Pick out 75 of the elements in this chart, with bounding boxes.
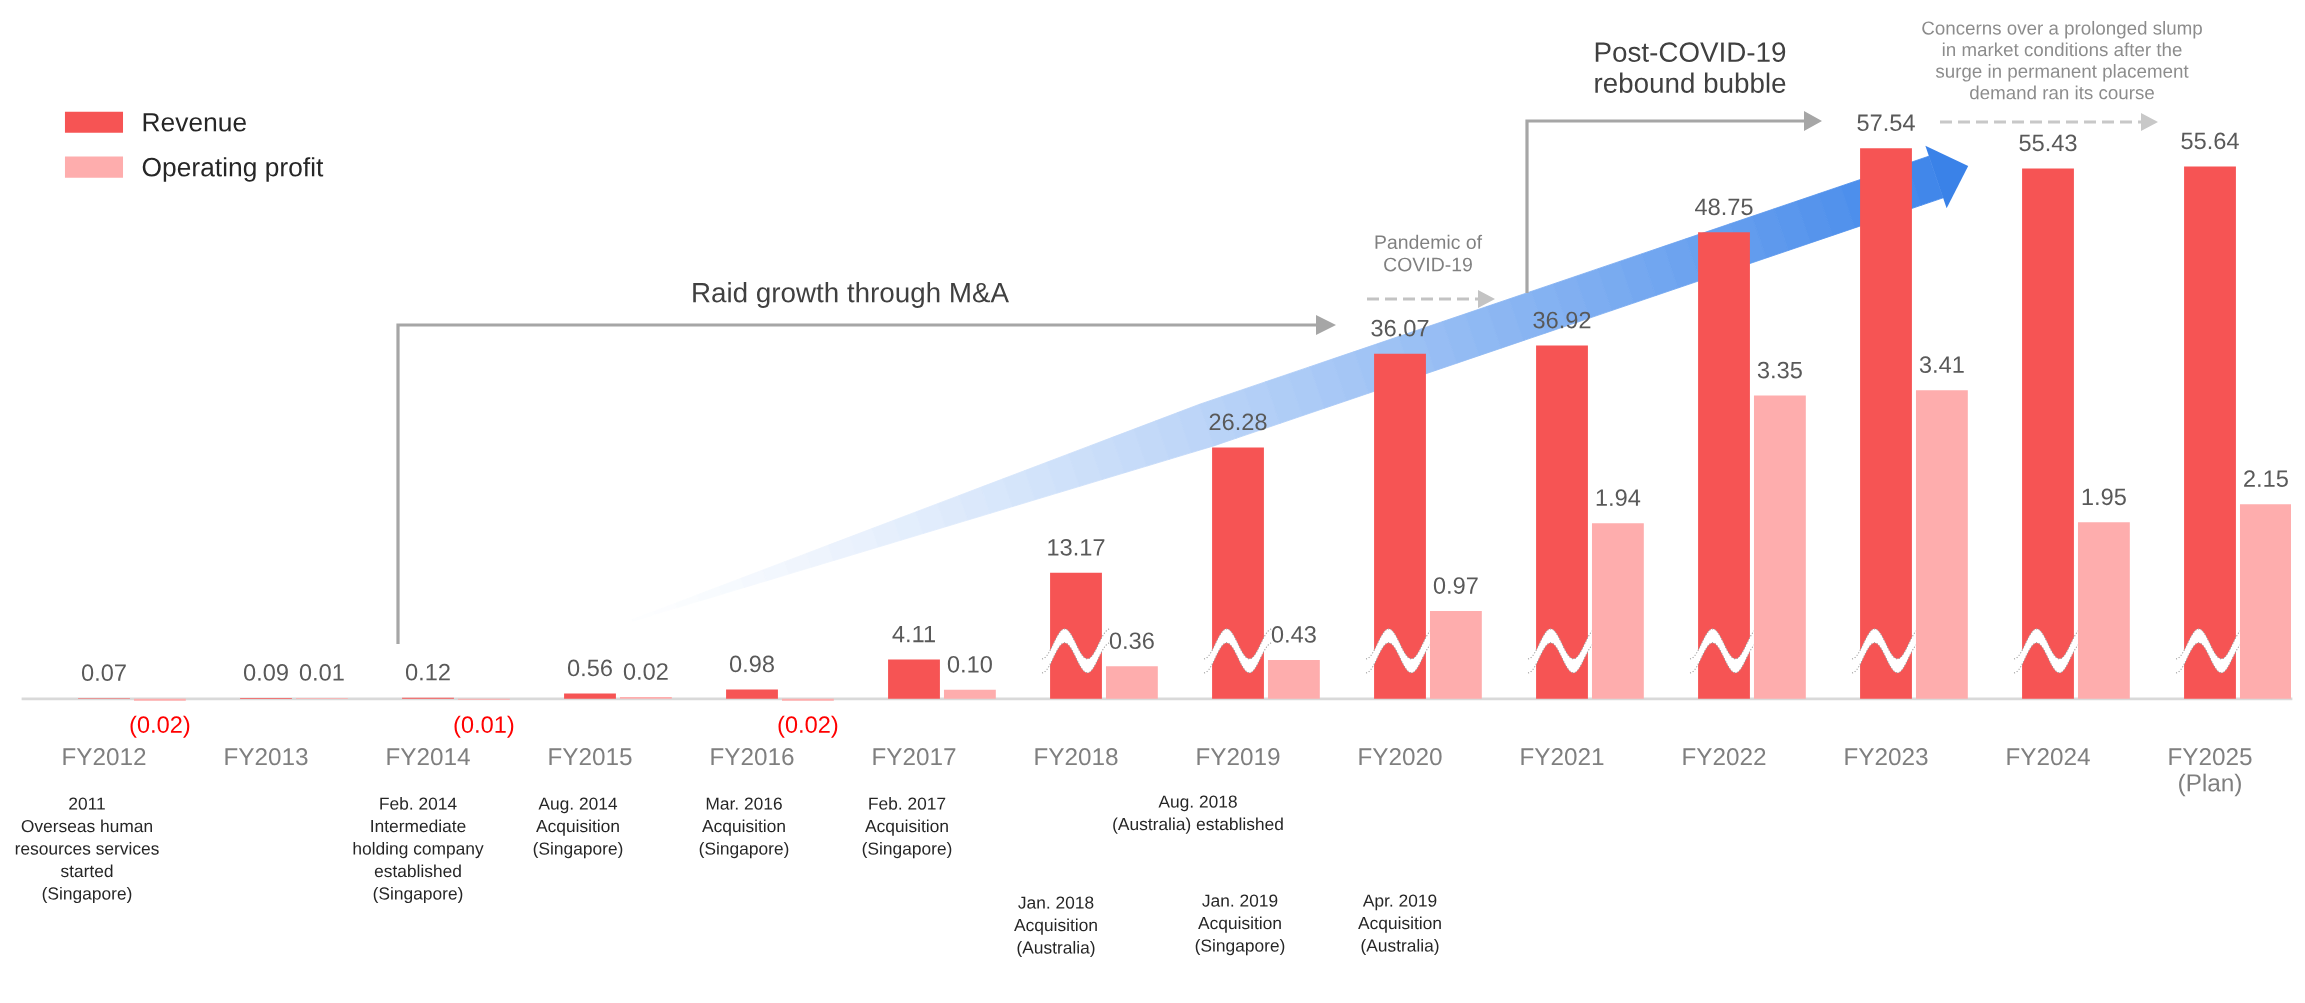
bar xyxy=(1753,395,1806,699)
data-label: 36.92 xyxy=(1533,311,1591,329)
data-label: (0.01) xyxy=(454,715,514,738)
bar xyxy=(1698,232,1750,699)
legend-label: Operating profit xyxy=(142,157,324,182)
bar xyxy=(2022,168,2074,699)
data-label: 0.07 xyxy=(81,664,126,682)
bar xyxy=(1536,345,1588,699)
data-label: 0.10 xyxy=(947,655,992,673)
data-label: 0.97 xyxy=(1433,577,1478,594)
text: Apr. 2019 Acquisition (Australia) xyxy=(1358,894,1441,956)
legend-label: Revenue xyxy=(143,113,246,132)
x-tick-label: FY2017 xyxy=(873,748,956,766)
text: Post-COVID-19 rebound bubble xyxy=(1595,42,1786,93)
data-label: (0.02) xyxy=(778,715,838,738)
data-label: 2.15 xyxy=(2244,470,2288,488)
bar xyxy=(1860,148,1912,699)
bar xyxy=(1267,659,1320,699)
data-label: 3.41 xyxy=(1919,356,1964,373)
data-label: 3.35 xyxy=(1757,361,1802,379)
bar xyxy=(2077,522,2130,699)
data-label: 1.94 xyxy=(1596,489,1641,507)
x-tick-label: FY2016 xyxy=(711,748,794,766)
bar xyxy=(2239,504,2291,699)
x-tick-label: FY2021 xyxy=(1521,748,1604,766)
text: Mar. 2016 Acquisition (Singapore) xyxy=(699,797,789,859)
annotation: Pandemic of COVID-19 xyxy=(1375,234,1483,272)
x-tick-label: FY2015 xyxy=(549,748,632,766)
bar xyxy=(1429,611,1482,699)
data-label: 0.01 xyxy=(299,664,344,681)
x-tick-label: FY2012 xyxy=(63,748,146,766)
bar xyxy=(943,689,996,699)
data-label: 26.28 xyxy=(1209,413,1267,431)
x-tick-label: FY2013 xyxy=(225,748,308,766)
x-tick-label: FY2022 xyxy=(1683,748,1766,766)
x-tick-label: FY2018 xyxy=(1035,748,1118,766)
bar xyxy=(1105,666,1158,699)
annotation: Raid growth through M&A xyxy=(693,282,1009,308)
x-tick-label: FY2025 (Plan) xyxy=(2169,748,2252,797)
data-label: 0.43 xyxy=(1271,626,1316,643)
x-tick-label: FY2014 xyxy=(387,748,470,766)
bar xyxy=(564,693,616,699)
bar xyxy=(1591,523,1644,699)
data-label: 1.95 xyxy=(2082,488,2126,506)
data-label: 57.54 xyxy=(1857,114,1915,132)
data-label: 55.64 xyxy=(2181,132,2239,150)
text: Aug. 2014 Acquisition (Singapore) xyxy=(533,797,623,859)
text: Concerns over a prolonged slump in market conditions after the surge in permanent placement demand ran its course xyxy=(1922,20,2202,100)
data-label: 4.11 xyxy=(892,625,935,643)
text: 2011 Overseas human resources services started (Singapore) xyxy=(15,797,159,904)
text: Jan. 2019 Acquisition (Singapore) xyxy=(1195,894,1285,956)
text: Aug. 2018 (Australia) established xyxy=(1113,795,1283,834)
bar xyxy=(888,659,940,699)
x-tick-label: FY2019 xyxy=(1197,748,1280,766)
data-label: 0.12 xyxy=(405,663,450,681)
data-label: 48.75 xyxy=(1695,198,1753,216)
bar xyxy=(726,689,778,699)
data-label: 0.02 xyxy=(623,663,668,680)
data-label: (0.02) xyxy=(130,715,190,738)
x-tick-label: FY2020 xyxy=(1359,748,1442,766)
data-label: 0.09 xyxy=(243,664,288,681)
data-label: 0.36 xyxy=(1109,632,1154,650)
text: Jan. 2018 Acquisition (Australia) xyxy=(1014,896,1097,958)
bar xyxy=(2184,166,2236,699)
x-tick-label: FY2024 xyxy=(2007,748,2090,766)
text: Feb. 2014 Intermediate holding company established (Singapore) xyxy=(353,797,484,904)
x-tick-label: FY2023 xyxy=(1845,748,1928,766)
bar xyxy=(1915,390,1968,699)
data-label: 13.17 xyxy=(1048,538,1105,556)
data-label: 55.43 xyxy=(2019,134,2077,152)
data-label: 0.98 xyxy=(729,655,774,673)
data-label: 36.07 xyxy=(1371,319,1429,337)
data-label: 0.56 xyxy=(567,659,612,677)
text: Feb. 2017 Acquisition (Singapore) xyxy=(862,797,952,859)
bar xyxy=(1212,447,1264,699)
